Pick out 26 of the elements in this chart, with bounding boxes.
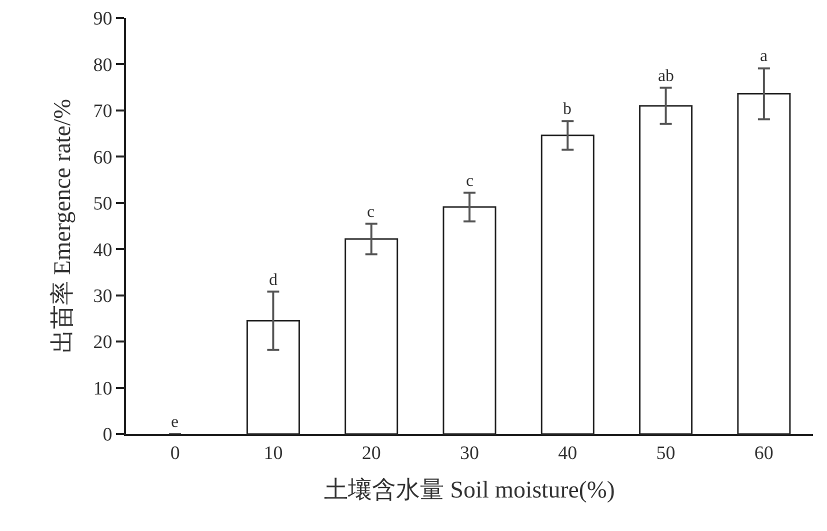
y-tick-label: 20 (93, 332, 112, 354)
annotation: ab (658, 66, 674, 85)
x-tick-label: 40 (558, 442, 578, 464)
y-tick-label: 10 (93, 378, 112, 400)
annotation: e (171, 412, 179, 431)
x-tick-label: 10 (264, 442, 283, 464)
x-tick-label: 60 (754, 442, 774, 464)
annotation: c (367, 202, 375, 221)
y-tick-label: 70 (93, 101, 112, 122)
x-tick-label: 20 (362, 442, 381, 464)
y-tick-label: 30 (93, 286, 112, 307)
annotation: d (269, 270, 278, 289)
x-tick-label: 30 (460, 442, 479, 464)
x-axis-title: 土壤含水量 Soil moisture(%) (324, 476, 615, 504)
y-tick-label: 60 (93, 147, 112, 168)
annotation: b (563, 99, 572, 118)
y-tick-label: 50 (93, 194, 112, 215)
y-tick-label: 80 (93, 54, 112, 76)
y-tick-label: 0 (102, 424, 112, 446)
annotation: a (760, 46, 768, 65)
y-axis-title: 出苗率 Emergence rate/% (48, 98, 76, 354)
x-tick-label: 0 (170, 442, 180, 464)
annotation: c (466, 171, 474, 190)
x-tick-label: 50 (656, 442, 676, 464)
y-tick-label: 40 (93, 240, 112, 261)
y-tick-label: 90 (93, 8, 112, 30)
